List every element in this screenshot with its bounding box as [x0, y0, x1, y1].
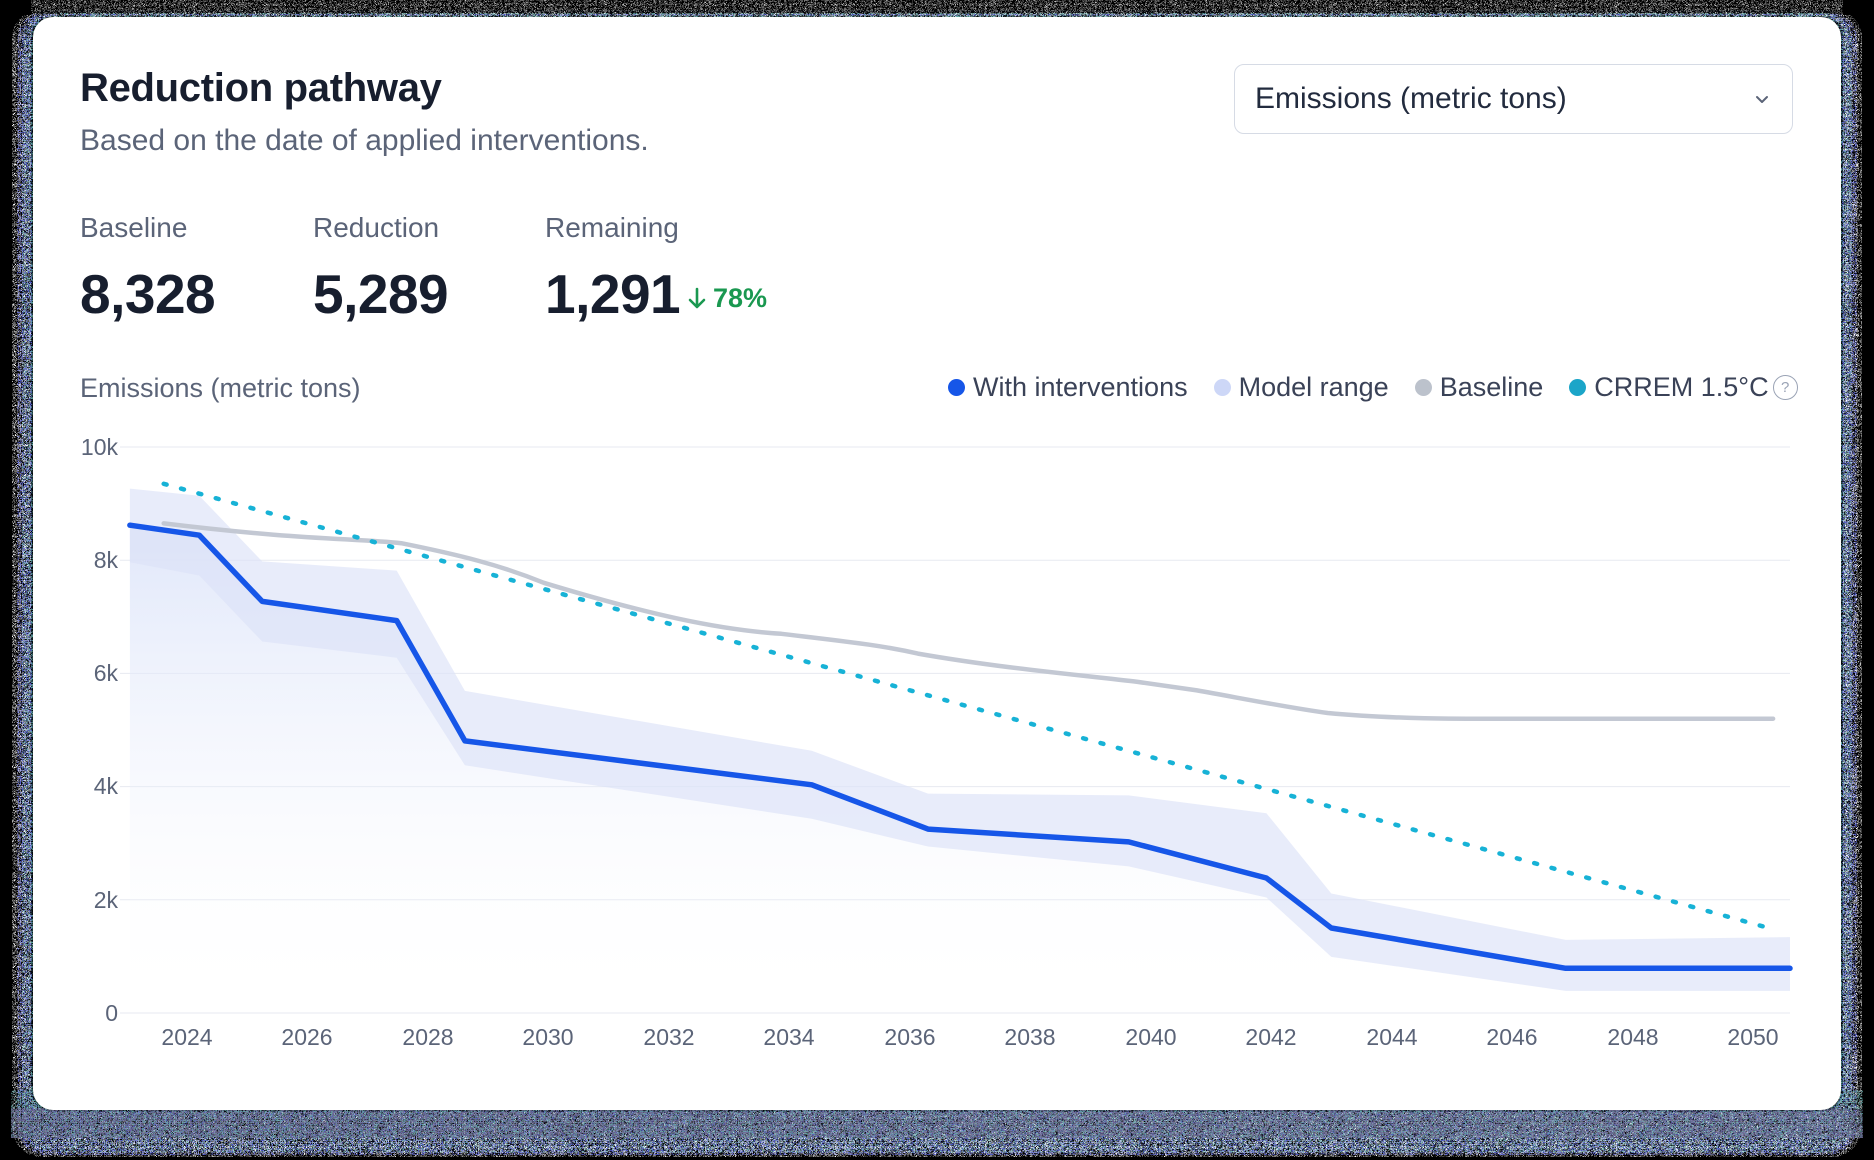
- svg-text:2026: 2026: [281, 1024, 332, 1050]
- svg-text:2038: 2038: [1004, 1024, 1055, 1050]
- svg-text:2036: 2036: [884, 1024, 935, 1050]
- svg-text:8k: 8k: [94, 547, 119, 573]
- svg-text:4k: 4k: [94, 773, 119, 799]
- svg-text:2k: 2k: [94, 887, 119, 913]
- svg-text:2046: 2046: [1486, 1024, 1537, 1050]
- svg-text:2034: 2034: [763, 1024, 814, 1050]
- svg-text:2030: 2030: [522, 1024, 573, 1050]
- svg-text:2040: 2040: [1125, 1024, 1176, 1050]
- svg-text:2028: 2028: [402, 1024, 453, 1050]
- svg-text:2024: 2024: [161, 1024, 212, 1050]
- svg-text:2032: 2032: [643, 1024, 694, 1050]
- svg-text:10k: 10k: [81, 434, 119, 460]
- svg-text:0: 0: [105, 1000, 118, 1026]
- svg-text:2050: 2050: [1727, 1024, 1778, 1050]
- svg-text:2048: 2048: [1607, 1024, 1658, 1050]
- svg-text:2042: 2042: [1245, 1024, 1296, 1050]
- svg-text:6k: 6k: [94, 660, 119, 686]
- svg-text:2044: 2044: [1366, 1024, 1417, 1050]
